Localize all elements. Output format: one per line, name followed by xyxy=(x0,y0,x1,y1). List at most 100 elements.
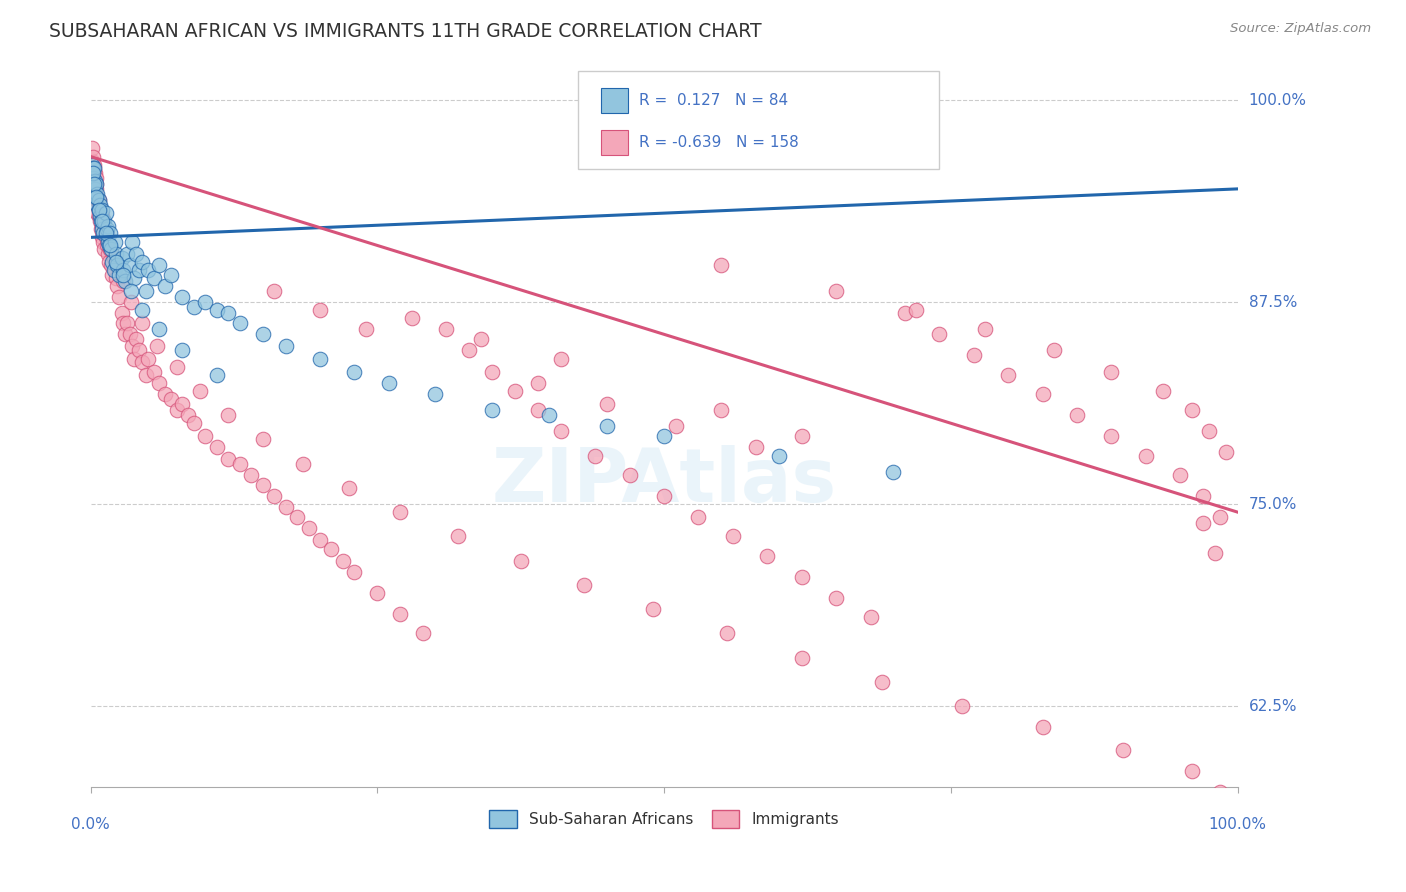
Text: SUBSAHARAN AFRICAN VS IMMIGRANTS 11TH GRADE CORRELATION CHART: SUBSAHARAN AFRICAN VS IMMIGRANTS 11TH GR… xyxy=(49,22,762,41)
Point xyxy=(89,210,111,224)
Point xyxy=(716,626,738,640)
FancyBboxPatch shape xyxy=(600,88,628,113)
Point xyxy=(710,403,733,417)
Point xyxy=(105,278,128,293)
Point xyxy=(217,408,239,422)
Point xyxy=(91,235,114,250)
Point xyxy=(509,553,531,567)
Point xyxy=(1135,449,1157,463)
Point xyxy=(1198,425,1220,439)
Text: 75.0%: 75.0% xyxy=(1249,497,1296,511)
Point xyxy=(423,387,446,401)
Point xyxy=(1204,545,1226,559)
Point xyxy=(83,161,105,175)
Point xyxy=(619,467,641,482)
Point xyxy=(343,565,366,579)
Point xyxy=(136,351,159,366)
FancyBboxPatch shape xyxy=(578,70,939,169)
Text: 100.0%: 100.0% xyxy=(1209,817,1267,832)
Point xyxy=(859,610,882,624)
Point xyxy=(96,238,118,252)
Point xyxy=(135,284,157,298)
Point xyxy=(721,529,744,543)
Point xyxy=(1192,516,1215,531)
Point xyxy=(188,384,211,398)
Point xyxy=(309,351,332,366)
Point xyxy=(97,219,120,233)
Point xyxy=(252,477,274,491)
Point xyxy=(160,268,183,282)
Point xyxy=(90,222,112,236)
Point xyxy=(110,306,132,320)
Point xyxy=(94,206,117,220)
Point xyxy=(1209,785,1232,799)
Point xyxy=(756,549,779,563)
Point xyxy=(101,254,124,268)
Point xyxy=(86,170,108,185)
Point xyxy=(87,202,110,217)
Text: 100.0%: 100.0% xyxy=(1249,93,1306,108)
Point xyxy=(89,198,111,212)
Point xyxy=(337,481,360,495)
Point xyxy=(470,332,492,346)
Point xyxy=(997,368,1019,382)
Point xyxy=(974,322,997,336)
Point xyxy=(82,170,104,185)
Point xyxy=(790,570,813,584)
Point xyxy=(128,343,150,358)
Point xyxy=(1112,742,1135,756)
Point xyxy=(121,338,143,352)
Point xyxy=(94,230,117,244)
Point xyxy=(108,290,131,304)
Point xyxy=(963,348,986,362)
Point xyxy=(83,177,105,191)
Point xyxy=(194,295,217,310)
Point xyxy=(205,441,228,455)
Point xyxy=(108,268,131,282)
Point xyxy=(1192,489,1215,503)
Point xyxy=(321,542,343,557)
Point xyxy=(111,262,134,277)
Point xyxy=(80,154,103,169)
Point xyxy=(91,226,114,240)
Point xyxy=(825,591,848,605)
Point xyxy=(118,327,141,342)
Point xyxy=(446,529,468,543)
Point xyxy=(153,387,176,401)
Point xyxy=(86,177,108,191)
Point xyxy=(94,226,117,240)
Point xyxy=(111,316,134,330)
Legend: Sub-Saharan Africans, Immigrants: Sub-Saharan Africans, Immigrants xyxy=(484,804,845,834)
Point xyxy=(146,338,169,352)
Point xyxy=(94,226,117,240)
Point xyxy=(114,327,136,342)
Point xyxy=(84,166,107,180)
Point xyxy=(205,303,228,318)
Point xyxy=(1043,343,1066,358)
Point xyxy=(86,190,108,204)
Point xyxy=(83,158,105,172)
Point xyxy=(172,397,194,411)
Point xyxy=(263,284,285,298)
Point xyxy=(131,254,153,268)
Point xyxy=(217,306,239,320)
Point xyxy=(285,510,308,524)
Point xyxy=(183,416,205,430)
Point xyxy=(96,222,118,236)
Point xyxy=(252,327,274,342)
Point xyxy=(596,397,619,411)
Point xyxy=(101,268,124,282)
Point xyxy=(103,262,125,277)
Point xyxy=(1032,720,1054,734)
Point xyxy=(89,214,111,228)
Point xyxy=(131,303,153,318)
Point xyxy=(309,533,332,547)
Point xyxy=(142,364,165,378)
Point xyxy=(93,214,115,228)
Point xyxy=(83,174,105,188)
Point xyxy=(118,258,141,272)
Point xyxy=(105,258,128,272)
Point xyxy=(503,384,526,398)
Point xyxy=(82,170,104,185)
Point xyxy=(172,290,194,304)
